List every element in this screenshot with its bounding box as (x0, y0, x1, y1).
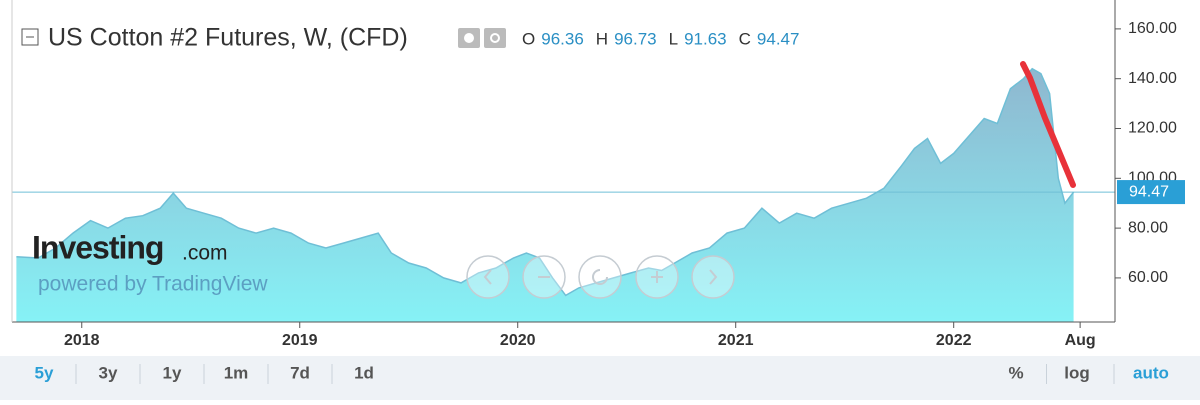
collapse-icon[interactable] (21, 28, 39, 46)
watermark-powered: powered by TradingView (38, 273, 268, 296)
glyph-reset (592, 269, 608, 285)
ohlc-value: 96.73 (614, 29, 657, 48)
glyph-plus (651, 271, 663, 283)
annotation-stroke (1020, 61, 1076, 188)
y-tick-label: 80.00 (1128, 219, 1168, 236)
watermark-brand: Investing (32, 229, 163, 265)
area-line (16, 67, 1075, 297)
toolbar-items: 5y 3y 1y 1m 7d 1d% log auto (35, 363, 1169, 384)
range-button[interactable]: 3y (99, 363, 118, 382)
y-tick-label: 60.00 (1128, 269, 1168, 286)
scale-button[interactable]: auto (1133, 363, 1169, 382)
nav-glyphs (483, 269, 718, 285)
reset-button[interactable] (578, 255, 622, 299)
y-tick-label: 140.00 (1128, 70, 1177, 87)
eye-icon-pupil (464, 33, 474, 43)
range-button[interactable]: 7d (290, 363, 310, 382)
chart-title: US Cotton #2 Futures, W, (CFD) (48, 24, 408, 52)
last-price-label: 94.47 (1129, 183, 1169, 200)
ohlc-label: L (669, 29, 678, 48)
ohlc-label: H (596, 29, 608, 48)
x-tick-label: 2019 (282, 332, 318, 349)
scale-button[interactable]: % (1008, 363, 1023, 382)
watermark-suffix: .com (182, 242, 228, 265)
range-button[interactable]: 1y (163, 363, 182, 382)
ohlc-value: 96.36 (541, 29, 584, 48)
plot-area (12, 28, 1121, 328)
settings-icon[interactable] (484, 28, 506, 48)
ohlc-label: C (739, 29, 751, 48)
glyph-left (483, 269, 492, 285)
range-button[interactable]: 1d (354, 363, 374, 382)
ohlc-label: O (522, 29, 535, 48)
x-tick-label: 2021 (718, 332, 754, 349)
ohlc-value: 94.47 (757, 29, 800, 48)
range-button[interactable]: 1m (224, 363, 249, 382)
last-price-box (1117, 180, 1185, 205)
scroll-right-button[interactable] (691, 255, 735, 299)
x-tick-label: 2018 (64, 332, 100, 349)
ohlc-value: 91.63 (684, 29, 727, 48)
toolbar (0, 356, 1200, 400)
settings-icon-gear (490, 33, 500, 43)
x-tick-label: 2022 (936, 332, 972, 349)
x-tick-label: Aug (1065, 332, 1096, 349)
scroll-left-button[interactable] (466, 255, 510, 299)
scale-button[interactable]: log (1064, 363, 1090, 382)
area-fill (16, 68, 1074, 322)
glyph-right (709, 269, 718, 285)
x-tick-label: 2020 (500, 332, 536, 349)
range-button[interactable]: 5y (35, 363, 54, 382)
y-tick-label: 120.00 (1128, 120, 1177, 137)
ohlc: O 96.36 H 96.73 L 91.63 C 94.47 (522, 29, 799, 48)
y-tick-label: 160.00 (1128, 20, 1177, 37)
